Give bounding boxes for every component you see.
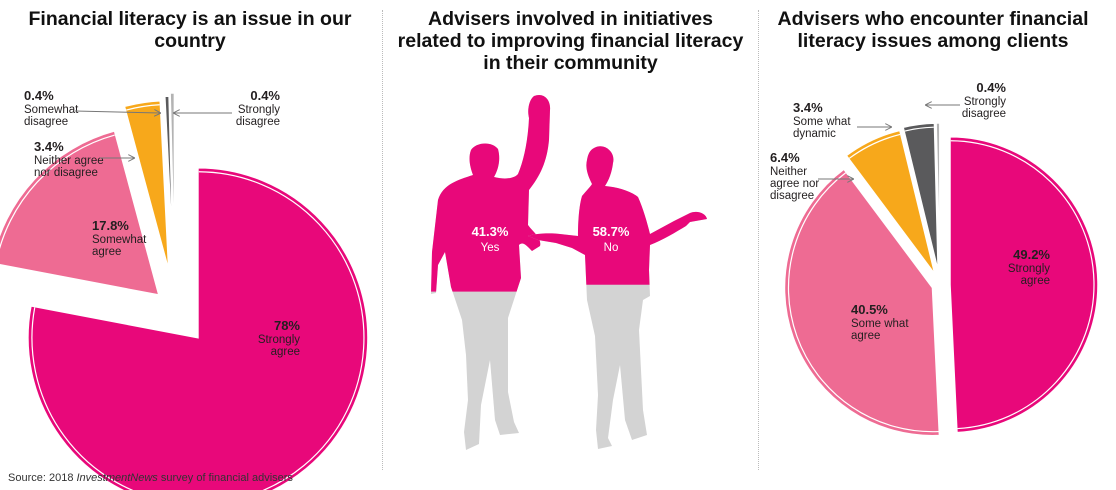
pie1-slice-1	[0, 130, 160, 297]
pie3-category-label-2-1: agree nor	[770, 178, 819, 190]
pie1-category-label-0-1: agree	[271, 346, 300, 358]
pictogram-yes-value: 41.3%	[472, 224, 509, 239]
pie3-category-label-3-1: dynamic	[793, 128, 836, 140]
source-prefix: Source: 2018	[8, 472, 77, 484]
pie3-value-label-3: 3.4%	[793, 100, 823, 115]
pie1-category-label-1-1: agree	[92, 246, 121, 258]
pie1-category-label-3-0: Somewhat	[24, 104, 79, 116]
pie3-slice-2	[845, 129, 936, 275]
pie3-category-label-2-0: Neither	[770, 166, 807, 178]
pie1-category-label-4-1: disagree	[236, 116, 280, 128]
pie1-value-label-1: 17.8%	[92, 218, 129, 233]
pie3-slice-rim-3	[904, 126, 934, 132]
pie3-category-label-0-1: agree	[1021, 275, 1050, 287]
pie3-category-label-1-0: Some what	[851, 318, 909, 330]
chart2-title-line3: in their community	[483, 52, 658, 74]
chart3-title-line2: literacy issues among clients	[797, 30, 1069, 52]
pie3-slice-rim-1	[787, 172, 939, 433]
pie1-category-label-2-1: nor disagree	[34, 167, 98, 179]
source-publication: InvestmentNews	[76, 472, 158, 484]
pie1-value-label-0: 78%	[274, 318, 300, 333]
pie3-value-label-4: 0.4%	[976, 80, 1006, 95]
chart2-title-line1: Advisers involved in initiatives	[427, 8, 714, 30]
chart1-title-line2: country	[154, 30, 226, 52]
pie1-category-label-1-0: Somewhat	[92, 234, 147, 246]
pie1-slice-4	[169, 92, 176, 264]
pictogram-chart: 41.3% Yes 58.7% No	[431, 94, 707, 450]
pie1-category-label-2-0: Neither agree	[34, 155, 104, 167]
source-note: Source: 2018 InvestmentNews survey of fi…	[8, 472, 293, 484]
pie-chart-1: 78%Stronglyagree17.8%Somewhatagree3.4%Ne…	[0, 88, 369, 490]
pie1-slice-0	[27, 166, 369, 490]
source-suffix: survey of financial advisers	[157, 472, 293, 484]
pie3-category-label-0-0: Strongly	[1008, 263, 1050, 275]
pie3-value-label-0: 49.2%	[1013, 247, 1050, 262]
pie1-category-label-0-0: Strongly	[258, 334, 300, 346]
pie3-category-label-3-0: Some what	[793, 116, 851, 128]
pictogram-no-label: No	[604, 242, 619, 254]
pie3-slice-1	[783, 168, 941, 437]
pie3-category-label-4-1: disagree	[962, 108, 1006, 120]
pie1-slice-rim-2	[126, 104, 160, 111]
pie3-category-label-2-2: disagree	[770, 190, 814, 202]
pie1-category-label-3-1: disagree	[24, 116, 68, 128]
pie1-leader-line-3	[74, 111, 160, 113]
divider-right	[758, 10, 759, 470]
pie3-value-label-2: 6.4%	[770, 150, 800, 165]
pie3-slice-rim-0	[950, 140, 1095, 430]
chart1-title: Financial literacy is an issue in our co…	[10, 8, 370, 52]
pictogram-yes-label: Yes	[481, 242, 500, 254]
pie3-slice-3	[902, 122, 939, 272]
pie3-slice-4	[935, 122, 941, 272]
pie1-value-label-3: 0.4%	[24, 88, 54, 103]
chart1-title-line1: Financial literacy is an issue in our	[28, 8, 352, 30]
pie1-slice-rim-0	[31, 171, 365, 490]
pie3-category-label-4-0: Strongly	[964, 96, 1006, 108]
pictogram-no-value: 58.7%	[593, 224, 630, 239]
pie3-slice-rim-2	[848, 133, 901, 159]
chart3-title: Advisers who encounter financial literac…	[758, 8, 1108, 52]
chart2-title-line2: related to improving financial literacy	[397, 30, 744, 52]
chart3-title-line1: Advisers who encounter financial	[777, 8, 1089, 30]
pie1-value-label-4: 0.4%	[250, 88, 280, 103]
pie1-slice-3	[164, 95, 175, 267]
pie1-category-label-4-0: Strongly	[238, 104, 280, 116]
pie3-value-label-1: 40.5%	[851, 302, 888, 317]
pie1-slice-rim-1	[0, 134, 115, 250]
pie3-category-label-1-1: agree	[851, 330, 880, 342]
divider-left	[382, 10, 383, 470]
pie3-slice-0	[949, 136, 1099, 434]
pie1-value-label-2: 3.4%	[34, 139, 64, 154]
chart2-title: Advisers involved in initiatives related…	[383, 8, 758, 74]
pie1-slice-2	[123, 99, 170, 271]
